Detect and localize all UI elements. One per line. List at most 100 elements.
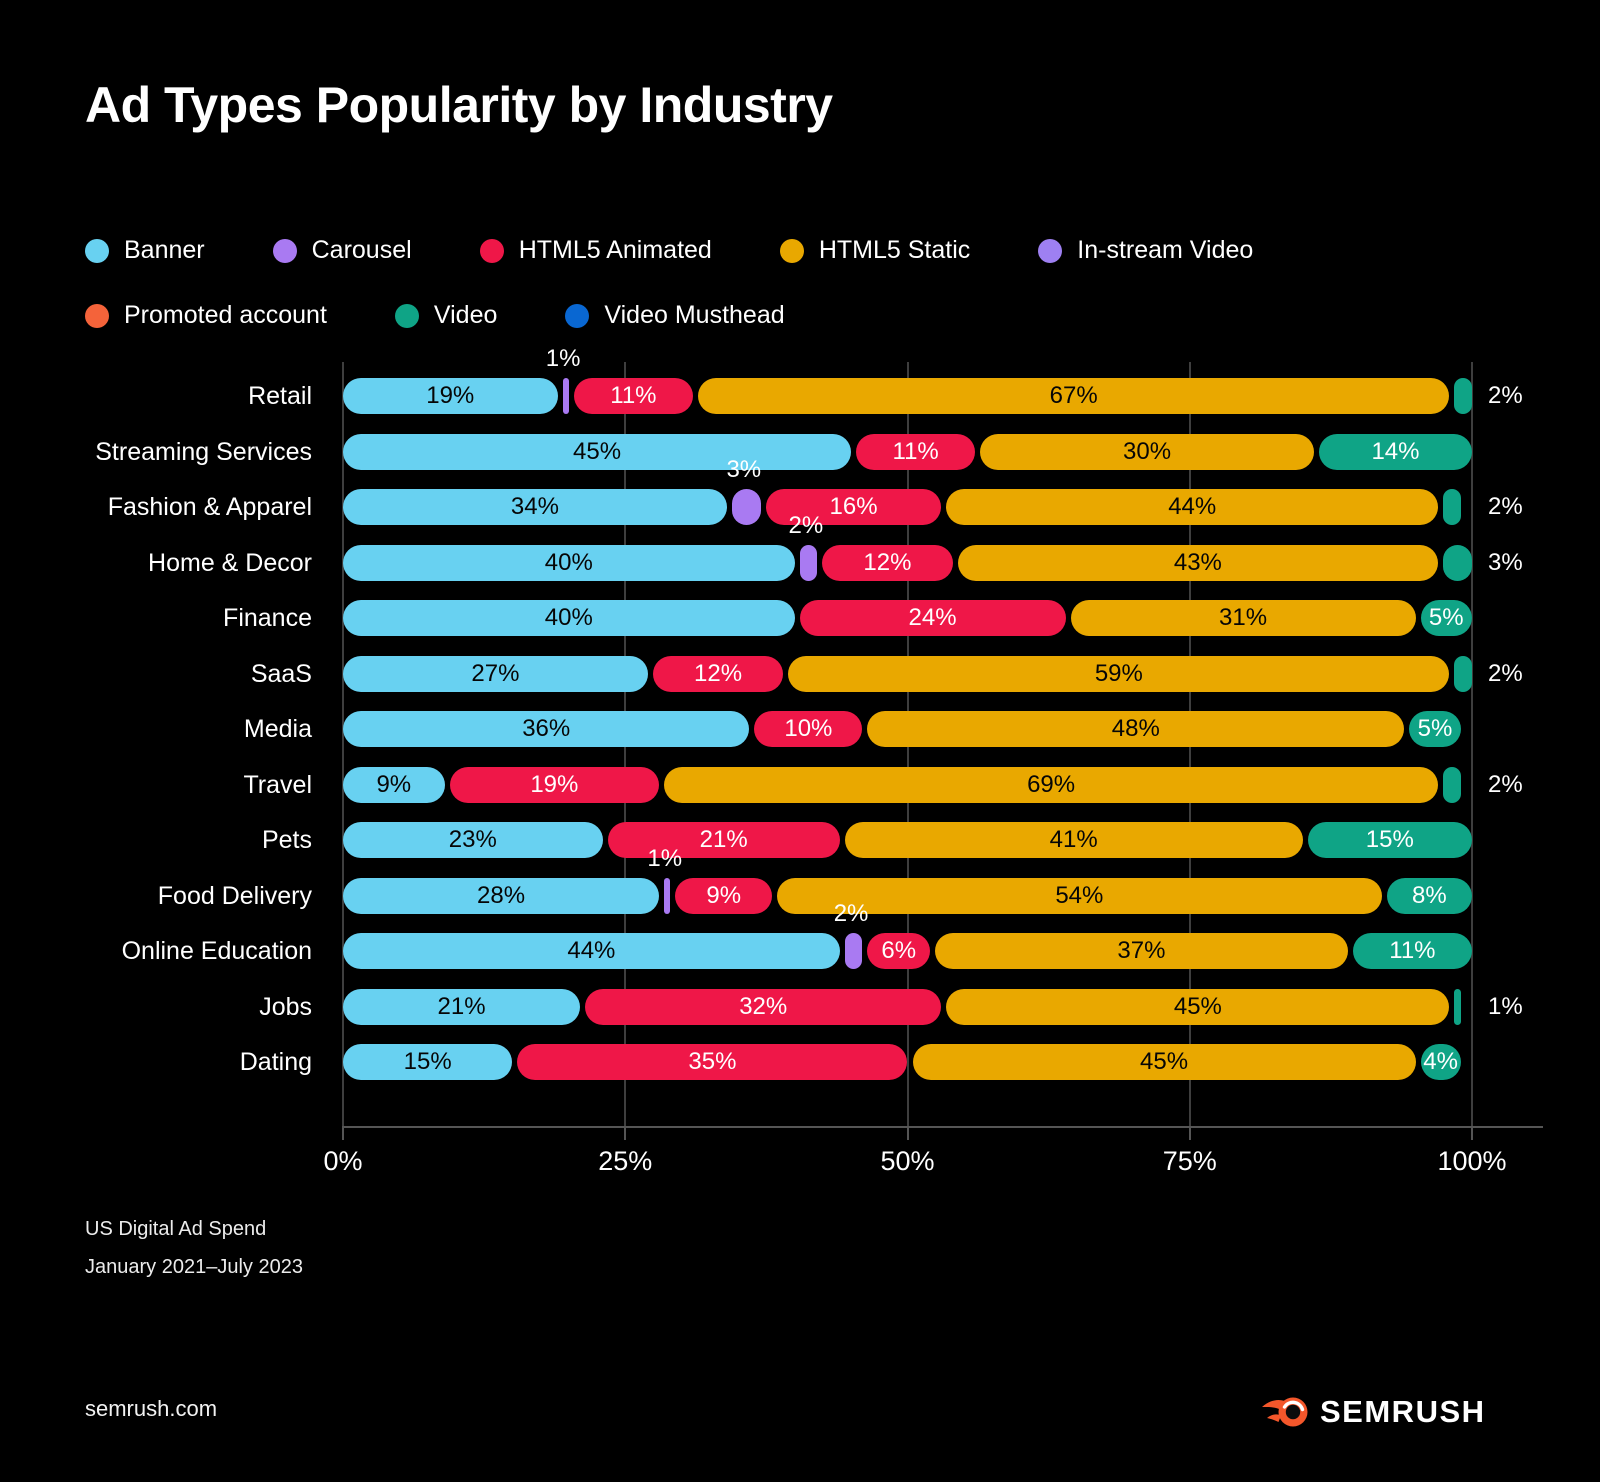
- bar-segment-animated: 16%: [765, 489, 942, 525]
- legend-item-animated: HTML5 Animated: [479, 236, 712, 265]
- bar-segment-animated: 19%: [449, 766, 660, 803]
- industry-label-streaming-services: Streaming Services: [95, 437, 312, 466]
- segment-value-label: 14%: [1371, 437, 1420, 465]
- legend-swatch-musthead: [565, 303, 590, 328]
- legend-label-instream: In-stream Video: [1077, 236, 1254, 264]
- segment-value-label: 48%: [1111, 715, 1160, 742]
- bar-segment-animated: 21%: [607, 822, 840, 858]
- industry-label-fashion-apparel: Fashion & Apparel: [107, 493, 312, 521]
- industry-label-retail: Retail: [248, 382, 312, 410]
- bar-row-finance: 40% 24% 31% 5%: [343, 600, 1472, 636]
- bar-segment-carousel: [844, 933, 863, 969]
- bar-row-saas: 27% 12% 59% 2%: [343, 655, 1523, 692]
- legend-item-promoted: Promoted account: [85, 301, 327, 330]
- bar-segment-banner: 44%: [343, 933, 840, 969]
- segment-value-label: 45%: [573, 437, 622, 465]
- bar-row-home-decor: 40% 2% 12% 43% 3%: [343, 512, 1523, 581]
- x-axis-tick-75: [1188, 1126, 1191, 1140]
- segment-value-label-right: 1%: [1488, 992, 1523, 1020]
- bar-segment-static: 67%: [697, 378, 1450, 414]
- bar-segment-video: [1443, 766, 1461, 803]
- segment-value-label: 5%: [1417, 715, 1453, 742]
- segment-value-label: 36%: [522, 715, 571, 742]
- segment-value-label: 19%: [530, 770, 579, 798]
- bar-segment-static: 41%: [844, 822, 1303, 858]
- bar-segment-video: 5%: [1420, 600, 1472, 636]
- x-axis-tick-0: [342, 1126, 344, 1140]
- bar-row-food-delivery: 28% 1% 9% 54% 8%: [343, 845, 1472, 914]
- bar-segment-banner: 40%: [343, 544, 795, 581]
- segment-value-label: 31%: [1219, 604, 1268, 631]
- gridline-0: [342, 362, 344, 1126]
- segment-value-label: 5%: [1428, 604, 1464, 631]
- bar-segment-animated: 12%: [652, 655, 784, 692]
- bar-segment-animated: 12%: [822, 544, 953, 581]
- bar-segment-static: 43%: [957, 544, 1439, 581]
- segment-value-label: 15%: [1365, 826, 1414, 853]
- bar-row-jobs: 21% 32% 45% 1%: [343, 988, 1523, 1025]
- bar-segment-video: 5%: [1409, 711, 1461, 747]
- legend-item-musthead: Video Musthead: [565, 301, 785, 330]
- segment-value-label: 19%: [426, 382, 475, 409]
- source-line-2: January 2021–July 2023: [85, 1256, 303, 1278]
- legend-item-carousel: Carousel: [272, 236, 412, 265]
- segment-value-label-above: 3%: [726, 456, 762, 483]
- segment-value-label: 21%: [437, 992, 486, 1020]
- segment-value-label: 16%: [829, 493, 878, 520]
- legend-item-static: HTML5 Static: [779, 236, 970, 265]
- segment-value-label: 43%: [1173, 548, 1222, 576]
- segment-value-label: 11%: [892, 437, 939, 465]
- bar-segment-banner: 19%: [343, 378, 558, 414]
- x-axis-tick-label-0: 0%: [323, 1146, 363, 1176]
- segment-value-label: 9%: [706, 881, 742, 909]
- legend-row-2: Promoted account Video Video Musthead: [85, 301, 785, 330]
- bar-segment-static: 37%: [935, 933, 1348, 969]
- x-axis-tick-25: [624, 1126, 627, 1140]
- legend-label-carousel: Carousel: [311, 236, 412, 264]
- bar-segment-animated: 9%: [675, 877, 773, 914]
- bar-segment-animated: 6%: [867, 933, 931, 969]
- bar-segment-static: 69%: [664, 766, 1439, 803]
- segment-value-label: 44%: [567, 937, 616, 964]
- legend-label-promoted: Promoted account: [124, 301, 327, 329]
- bar-segment-static: 31%: [1070, 600, 1416, 636]
- x-axis-line: [343, 1126, 1543, 1128]
- bar-segment-video: 11%: [1352, 933, 1472, 969]
- bar-row-fashion-apparel: 34% 3% 16% 44% 2%: [343, 456, 1523, 525]
- industry-label-travel: Travel: [243, 770, 312, 799]
- segment-value-label-above: 2%: [833, 900, 869, 927]
- segment-value-label-right: 2%: [1488, 659, 1523, 687]
- industry-label-pets: Pets: [261, 826, 312, 854]
- segment-value-label: 6%: [881, 937, 917, 964]
- bar-segment-carousel: [664, 877, 671, 914]
- segment-value-label-right: 2%: [1488, 382, 1523, 409]
- segment-value-label: 67%: [1049, 382, 1098, 409]
- segment-value-label: 8%: [1411, 881, 1447, 909]
- bar-segment-static: 59%: [788, 655, 1450, 692]
- bar-segment-carousel: [799, 544, 818, 581]
- bar-segment-static: 54%: [777, 877, 1382, 914]
- bar-segment-animated: 10%: [754, 711, 863, 747]
- segment-value-label: 30%: [1123, 437, 1172, 465]
- legend-label-video: Video: [433, 301, 498, 329]
- gridline-100: [1471, 362, 1473, 1126]
- segment-value-label: 28%: [477, 881, 526, 909]
- bar-segment-banner: 21%: [343, 988, 581, 1025]
- segment-value-label: 59%: [1094, 659, 1143, 687]
- bar-segment-video: 8%: [1386, 877, 1472, 914]
- segment-value-label-above: 2%: [788, 511, 824, 539]
- legend-label-banner: Banner: [124, 236, 205, 264]
- bar-segment-video: [1454, 655, 1472, 692]
- bar-segment-banner: 9%: [343, 766, 445, 803]
- bar-segment-animated: 11%: [856, 433, 976, 470]
- legend-item-video: Video: [394, 301, 498, 330]
- legend-swatch-banner: [85, 238, 109, 263]
- bar-segment-video: [1454, 378, 1472, 414]
- bar-segment-banner: 45%: [343, 433, 852, 470]
- bar-segment-video: [1454, 988, 1461, 1025]
- segment-value-label: 40%: [544, 548, 593, 576]
- bar-segment-banner: 36%: [343, 711, 750, 747]
- segment-value-label: 24%: [908, 604, 957, 631]
- segment-value-label: 21%: [699, 826, 748, 853]
